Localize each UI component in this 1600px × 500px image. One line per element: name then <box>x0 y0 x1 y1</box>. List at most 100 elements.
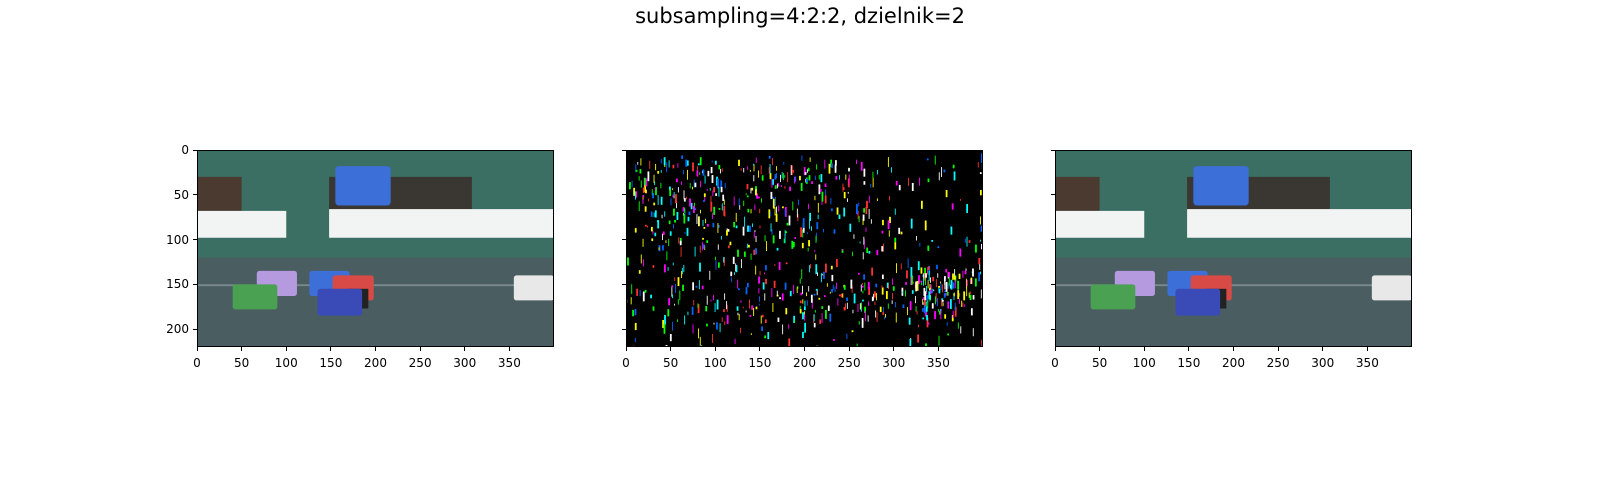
noise-pixel-9 <box>710 167 713 174</box>
noise-pixel-510 <box>958 273 961 280</box>
noise-pixel-761 <box>721 168 723 172</box>
noise-pixel-796 <box>953 276 956 280</box>
y-tick <box>1051 283 1055 285</box>
noise-pixel-591 <box>950 279 953 290</box>
noise-pixel-598 <box>717 178 719 189</box>
noise-pixel-14 <box>935 293 937 302</box>
noise-pixel-605 <box>707 170 710 177</box>
noise-pixel-430 <box>786 222 789 226</box>
noise-pixel-49 <box>698 280 700 290</box>
noise-pixel-684 <box>681 270 683 279</box>
noise-pixel-120 <box>876 198 878 202</box>
noise-pixel-379 <box>661 214 663 219</box>
noise-pixel-36 <box>769 172 772 180</box>
noise-pixel-676 <box>792 201 794 211</box>
noise-pixel-893 <box>640 254 642 264</box>
noise-pixel-72 <box>949 284 951 289</box>
x-tick-label: 100 <box>274 356 298 370</box>
noise-pixel-191 <box>799 305 801 311</box>
noise-pixel-745 <box>894 242 897 250</box>
noise-pixel-367 <box>653 202 656 206</box>
noise-pixel-416 <box>909 301 912 311</box>
noise-pixel-687 <box>944 279 946 285</box>
noise-pixel-780 <box>876 312 878 323</box>
noise-pixel-13 <box>904 290 906 297</box>
banner-dark-left <box>197 176 242 211</box>
noise-pixel-651 <box>727 245 730 249</box>
noise-pixel-706 <box>848 167 850 172</box>
noise-pixel-184 <box>883 243 884 252</box>
noise-pixel-39 <box>804 322 807 333</box>
noise-pixel-825 <box>911 182 914 192</box>
noise-pixel-251 <box>820 174 823 183</box>
noise-pixel-75 <box>819 319 822 324</box>
noise-pixel-664 <box>681 268 683 275</box>
y-tick-label: 100 <box>166 232 189 247</box>
noise-pixel-578 <box>907 307 909 316</box>
noise-pixel-533 <box>837 298 839 306</box>
noise-pixel-249 <box>863 236 865 245</box>
noise-pixel-831 <box>938 285 940 288</box>
x-tick <box>848 347 850 351</box>
noise-pixel-814 <box>775 197 776 206</box>
noise-pixel-685 <box>674 283 676 293</box>
noise-pixel-863 <box>721 203 723 211</box>
noise-pixel-803 <box>713 322 715 325</box>
noise-pixel-763 <box>758 303 760 306</box>
noise-pixel-432 <box>821 313 823 323</box>
noise-pixel-90 <box>649 160 651 169</box>
noise-pixel-427 <box>718 164 721 170</box>
noise-pixel-571 <box>948 271 950 278</box>
noise-pixel-332 <box>771 196 774 199</box>
noise-pixel-241 <box>772 303 774 312</box>
noise-pixel-628 <box>672 188 674 191</box>
noise-pixel-787 <box>669 189 672 196</box>
noise-pixel-811 <box>654 232 657 237</box>
y-tick <box>622 149 626 151</box>
noise-pixel-244 <box>644 206 647 212</box>
noise-pixel-799 <box>724 211 726 217</box>
noise-pixel-342 <box>948 277 950 286</box>
x-tick <box>508 347 510 351</box>
noise-pixel-426 <box>770 191 773 200</box>
noise-pixel-51 <box>840 293 843 298</box>
y-tick-label: 200 <box>166 322 189 337</box>
noise-pixel-108 <box>699 336 701 346</box>
noise-pixel-653 <box>785 308 788 315</box>
noise-pixel-596 <box>643 259 644 267</box>
noise-pixel-442 <box>827 305 830 311</box>
noise-pixel-708 <box>663 323 666 334</box>
noise-pixel-862 <box>924 220 927 231</box>
noise-pixel-806 <box>644 289 647 293</box>
noise-pixel-94 <box>673 224 674 229</box>
noise-pixel-560 <box>699 172 701 175</box>
noise-pixel-107 <box>954 306 957 317</box>
noise-pixel-130 <box>816 345 819 347</box>
noise-pixel-324 <box>819 189 822 192</box>
noise-pixel-1 <box>952 164 955 169</box>
noise-pixel-339 <box>694 182 697 188</box>
noise-pixel-82 <box>969 279 971 284</box>
noise-pixel-648 <box>792 169 794 173</box>
noise-pixel-232 <box>868 250 871 254</box>
noise-pixel-17 <box>946 292 949 296</box>
noise-pixel-45 <box>815 264 818 275</box>
noise-pixel-174 <box>875 283 878 288</box>
noise-pixel-180 <box>809 212 812 221</box>
noise-pixel-372 <box>651 238 654 242</box>
noise-pixel-357 <box>672 294 673 299</box>
noise-pixel-809 <box>866 202 868 208</box>
noise-pixel-500 <box>788 324 790 329</box>
noise-pixel-413 <box>753 163 755 166</box>
noise-pixel-709 <box>681 181 683 185</box>
noise-pixel-608 <box>780 174 781 182</box>
noise-pixel-393 <box>768 155 771 159</box>
noise-pixel-508 <box>642 187 645 193</box>
x-tick-label: 100 <box>703 356 727 370</box>
noise-pixel-629 <box>753 307 755 316</box>
chip-5-bg <box>1090 284 1136 310</box>
noise-pixel-313 <box>826 283 828 287</box>
noise-pixel-726 <box>631 180 633 188</box>
noise-pixel-674 <box>832 284 834 290</box>
x-tick-label: 0 <box>622 356 630 370</box>
